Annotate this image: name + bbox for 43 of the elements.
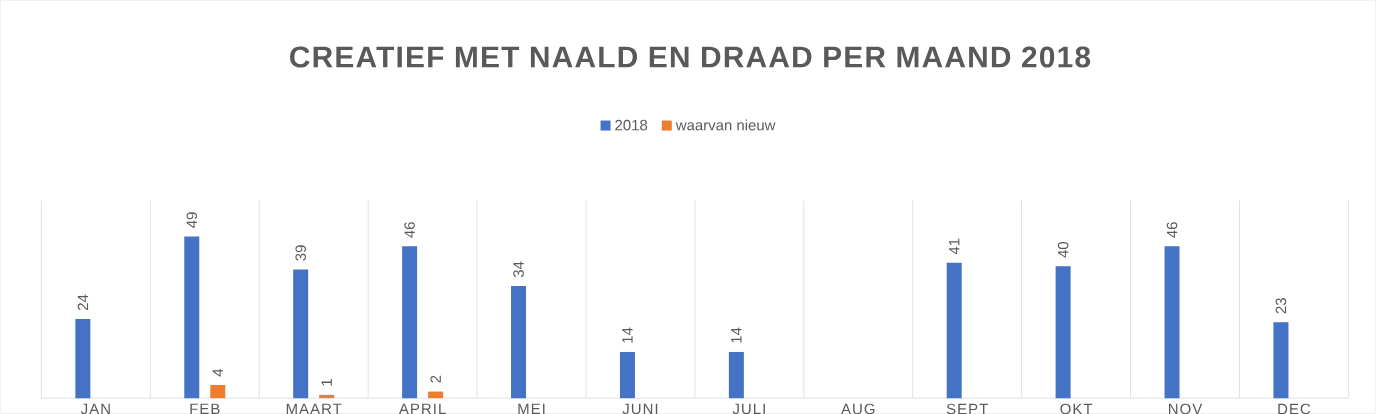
x-tick-label: NOV xyxy=(1169,403,1203,414)
bar xyxy=(511,285,527,399)
legend-label: 2018 xyxy=(615,119,648,131)
x-tick-label: SEPT xyxy=(946,403,988,414)
bar xyxy=(728,351,744,399)
x-tick-label: JUNI xyxy=(622,403,658,414)
x-tick-label: JAN xyxy=(80,403,110,414)
data-label: 46 xyxy=(404,222,415,238)
data-label: 14 xyxy=(622,327,633,343)
bar xyxy=(1164,246,1180,399)
legend-label: waarvan nieuw xyxy=(675,119,776,131)
x-tick-label: DEC xyxy=(1278,403,1311,414)
data-label: 40 xyxy=(1057,241,1069,258)
bar xyxy=(946,262,962,399)
chart-title: CREATIEF MET NAALD EN DRAAD PER MAAND 2018 xyxy=(290,46,1091,68)
x-tick-label: JULI xyxy=(732,403,765,414)
bar xyxy=(75,318,91,399)
bar xyxy=(184,236,200,399)
x-tick-label: APRIL xyxy=(398,403,446,414)
bar xyxy=(1273,322,1289,399)
bar xyxy=(319,394,335,399)
x-tick-label: MEI xyxy=(518,403,545,414)
data-label: 24 xyxy=(77,294,89,311)
data-label: 46 xyxy=(1166,222,1178,238)
bar xyxy=(402,246,418,399)
data-label: 34 xyxy=(513,261,524,278)
x-tick-label: OKT xyxy=(1060,403,1093,414)
bar xyxy=(1055,266,1071,399)
data-label: 23 xyxy=(1275,298,1287,314)
data-label: 39 xyxy=(295,245,306,261)
data-label: 1 xyxy=(321,379,332,386)
x-tick-label: AUG xyxy=(841,403,875,414)
bar xyxy=(210,384,226,399)
bar xyxy=(428,391,444,399)
data-label: 14 xyxy=(731,327,742,343)
x-tick-label: MAART xyxy=(286,403,342,414)
data-label: 49 xyxy=(186,212,198,228)
bar xyxy=(293,269,309,399)
data-label: 4 xyxy=(212,368,223,377)
data-label: 2 xyxy=(430,375,441,383)
bar xyxy=(619,351,635,399)
data-label: 41 xyxy=(949,238,960,255)
x-tick-label: FEB xyxy=(190,403,220,414)
